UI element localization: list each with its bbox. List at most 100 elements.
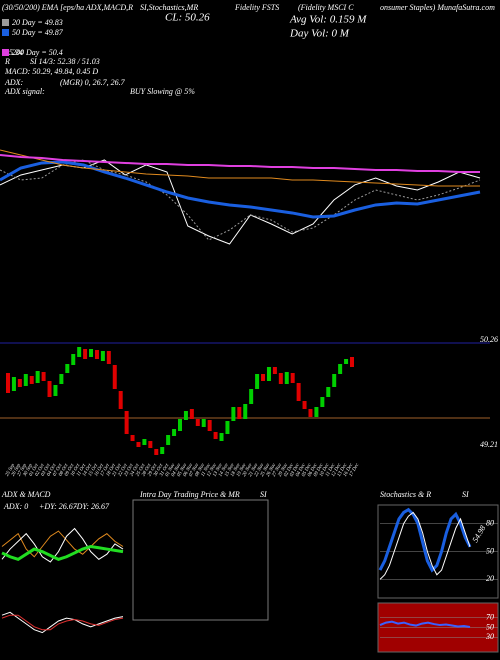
x-tick-label: 17 Dec (349, 462, 361, 478)
x-tick-label: 11 Nov (201, 462, 213, 477)
y-tick-label: 80 (486, 518, 494, 527)
candle (284, 372, 289, 384)
candle (296, 383, 301, 401)
series-line (1, 544, 124, 561)
x-tick-label: 17 Oct (100, 463, 111, 478)
x-tick-label: 05 Dec (301, 462, 313, 478)
x-tick-label: 03 Oct (41, 463, 52, 478)
x-tick-label: 26 Nov (266, 462, 278, 478)
x-tick-label: 27 Nov (272, 462, 284, 478)
candle (6, 373, 10, 393)
x-tick-label: 11 Oct (76, 463, 87, 477)
x-tick-label: 24 Oct (130, 463, 141, 478)
candle (148, 441, 153, 448)
candle (302, 401, 307, 409)
x-tick-label: 27 Sep (17, 463, 28, 478)
candle (83, 349, 88, 359)
x-tick-label: 10 Oct (70, 463, 81, 478)
candle (106, 351, 111, 364)
x-tick-label: 09 Dec (313, 462, 325, 478)
x-tick-label: 16 Dec (343, 462, 355, 478)
candle (142, 439, 147, 445)
candle (11, 377, 16, 391)
x-tick-label: 04 Nov (171, 462, 183, 478)
x-tick-label: 11 Dec (325, 462, 337, 477)
series-line (379, 511, 471, 580)
candle (195, 419, 200, 426)
series-line (1, 611, 124, 634)
legend-entry: 200 Day = 50.4 (12, 48, 63, 57)
x-tick-label: 30 Sep (23, 463, 34, 478)
x-tick-label: 23 Oct (124, 463, 135, 478)
series-line (0, 160, 481, 219)
candle (201, 419, 206, 427)
series-line (0, 149, 480, 187)
candle (41, 372, 46, 381)
x-tick-label: 04 Oct (47, 463, 58, 478)
series-line (0, 153, 480, 173)
panel-title: Intra Day Trading Price & MR (139, 490, 240, 499)
candle (166, 435, 171, 445)
x-tick-label: 26 Sep (11, 463, 22, 478)
header-left: (30/50/200) EMA [eps/ha ADX,MACD,R (2, 3, 133, 12)
adx-values: (MGR) 0, 26.7, 26.7 (60, 78, 126, 87)
panel-title: SI (462, 490, 469, 499)
adx-label: ADX: (4, 78, 24, 87)
candle (261, 374, 266, 381)
x-tick-label: 03 Dec (290, 462, 302, 478)
candle (320, 397, 325, 407)
x-tick-label: 21 Oct (112, 463, 123, 478)
x-tick-label: 29 Nov (278, 462, 290, 478)
rsi-text: SI 14/3: 52.38 / 51.03 (30, 57, 100, 66)
close-price: CL: 50.26 (165, 12, 210, 24)
ticker: Fidelity FSTS (234, 3, 279, 12)
header-left2: SI,Stochastics,MR (140, 3, 198, 12)
macd-text: MACD: 50.29, 49.84, 0.45 D (4, 67, 98, 76)
y-tick-label: 50.26 (480, 335, 498, 344)
candle (207, 420, 212, 431)
x-tick-label: 01 Oct (29, 463, 40, 478)
candle (231, 407, 236, 421)
legend-entry: -DY: 26.67 (74, 502, 110, 511)
candle (23, 374, 28, 386)
candle (154, 449, 159, 455)
candle (100, 351, 105, 361)
legend-swatch (2, 19, 9, 26)
legend-entry: +DY: 26.67 (39, 502, 78, 511)
x-tick-label: 07 Nov (189, 462, 201, 478)
x-tick-label: 06 Dec (307, 462, 319, 478)
x-tick-label: 08 Nov (195, 462, 207, 478)
x-tick-label: 25 Oct (136, 463, 147, 478)
legend-entry: 20 Day = 49.83 (12, 18, 63, 27)
x-tick-label: 02 Dec (284, 462, 296, 478)
candle (130, 435, 135, 441)
x-tick-label: 12 Dec (331, 462, 343, 478)
y-tick-label: 20 (486, 574, 494, 583)
series-line (1, 527, 124, 563)
candle (338, 364, 343, 374)
x-tick-label: 20 Nov (242, 462, 254, 478)
y-tick-label: 30 (485, 632, 494, 641)
candle (314, 407, 319, 417)
x-tick-label: 22 Nov (254, 462, 266, 478)
candle (178, 419, 182, 431)
x-tick-label: 16 Oct (94, 463, 105, 478)
rsi-r: R (4, 57, 10, 66)
candle (47, 381, 52, 397)
candle (53, 385, 58, 396)
legend-swatch (2, 49, 9, 56)
panel-title: SI (260, 490, 267, 499)
candle (332, 374, 337, 387)
x-tick-label: 28 Oct (141, 463, 152, 478)
name-2: onsumer Staples) MunafaSutra.com (380, 3, 495, 12)
rsi-value: 55.34 (5, 48, 23, 57)
x-tick-label: 30 Oct (153, 463, 164, 478)
candle (160, 447, 165, 454)
candle (225, 421, 230, 434)
series-line (379, 620, 471, 628)
x-tick-label: 15 Nov (224, 462, 236, 478)
x-tick-label: 02 Oct (35, 463, 46, 478)
x-tick-label: 25 Nov (260, 462, 272, 478)
candle (172, 429, 177, 436)
x-tick-label: 19 Nov (236, 462, 248, 478)
